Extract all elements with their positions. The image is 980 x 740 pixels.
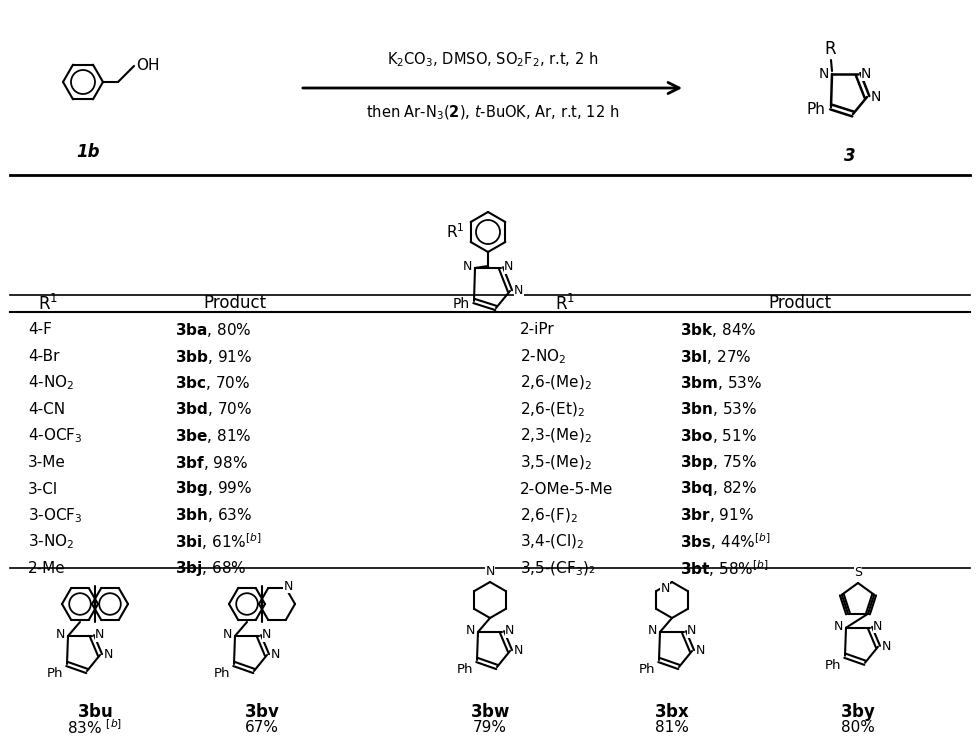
Text: $\mathbf{3bd}$, 70%: $\mathbf{3bd}$, 70% (175, 400, 252, 419)
Text: Ph: Ph (457, 663, 473, 676)
Text: 3: 3 (844, 147, 856, 165)
Text: 2,6-(Me)$_2$: 2,6-(Me)$_2$ (520, 374, 592, 392)
Text: 2-iPr: 2-iPr (520, 323, 555, 337)
Text: 2-NO$_2$: 2-NO$_2$ (520, 347, 566, 366)
Text: N: N (882, 640, 892, 653)
Text: N: N (504, 260, 514, 274)
Text: 3-NO$_2$: 3-NO$_2$ (28, 533, 74, 551)
Text: 2-OMe-5-Me: 2-OMe-5-Me (520, 482, 613, 497)
Text: $\mathbf{3ba}$, 80%: $\mathbf{3ba}$, 80% (175, 321, 252, 339)
Text: 4-Br: 4-Br (28, 349, 60, 364)
Text: 3-Cl: 3-Cl (28, 482, 58, 497)
Text: $\mathbf{3bj}$, 68%: $\mathbf{3bj}$, 68% (175, 559, 247, 578)
Text: $\mathbf{3bx}$: $\mathbf{3bx}$ (654, 703, 690, 721)
Text: 67%: 67% (245, 721, 279, 736)
Text: 3,5-(CF$_3$)₂: 3,5-(CF$_3$)₂ (520, 559, 596, 578)
Text: 2,6-(Et)$_2$: 2,6-(Et)$_2$ (520, 400, 585, 419)
Text: N: N (834, 620, 843, 633)
Text: N: N (104, 648, 114, 662)
Text: $\mathbf{3bw}$: $\mathbf{3bw}$ (469, 703, 511, 721)
Text: 2,3-(Me)$_2$: 2,3-(Me)$_2$ (520, 427, 592, 445)
Text: 80%: 80% (841, 721, 875, 736)
Text: 3,5-(Me)$_2$: 3,5-(Me)$_2$ (520, 454, 592, 471)
Text: R: R (824, 40, 836, 58)
Text: $\mathbf{3bl}$, 27%: $\mathbf{3bl}$, 27% (680, 348, 752, 366)
Text: $\mathbf{3by}$: $\mathbf{3by}$ (840, 701, 876, 723)
Text: 79%: 79% (473, 721, 507, 736)
Text: 2-Me: 2-Me (28, 561, 66, 576)
Text: Ph: Ph (46, 667, 63, 680)
Text: then Ar-N$_3$($\mathbf{2}$), $\it{t}$-BuOK, Ar, r.t, 12 h: then Ar-N$_3$($\mathbf{2}$), $\it{t}$-Bu… (366, 104, 619, 122)
Text: N: N (818, 67, 829, 81)
Text: Ph: Ph (807, 103, 825, 118)
Text: $\mathbf{3bm}$, 53%: $\mathbf{3bm}$, 53% (680, 374, 762, 392)
Text: N: N (222, 628, 232, 642)
Text: 83% $^{[b]}$: 83% $^{[b]}$ (68, 719, 122, 737)
Text: N: N (271, 648, 280, 662)
Text: Ph: Ph (453, 297, 470, 311)
Text: 3-Me: 3-Me (28, 455, 66, 470)
Text: N: N (648, 625, 657, 637)
Text: $\mathbf{3bt}$, 58%$^{[b]}$: $\mathbf{3bt}$, 58%$^{[b]}$ (680, 558, 768, 579)
Text: $\mathbf{3bu}$: $\mathbf{3bu}$ (77, 703, 113, 721)
Text: N: N (514, 645, 523, 658)
Text: R$^1$: R$^1$ (446, 223, 464, 241)
Text: N: N (466, 625, 475, 637)
Text: $\mathbf{3bp}$, 75%: $\mathbf{3bp}$, 75% (680, 453, 758, 472)
Text: N: N (505, 625, 514, 637)
Text: 4-NO$_2$: 4-NO$_2$ (28, 374, 74, 392)
Text: Ph: Ph (214, 667, 230, 680)
Text: K$_2$CO$_3$, DMSO, SO$_2$F$_2$, r.t, 2 h: K$_2$CO$_3$, DMSO, SO$_2$F$_2$, r.t, 2 h (387, 50, 598, 70)
Text: N: N (262, 628, 271, 642)
Text: $\mathbf{3bn}$, 53%: $\mathbf{3bn}$, 53% (680, 400, 758, 419)
Text: R$^1$: R$^1$ (38, 294, 58, 314)
Text: N: N (873, 620, 882, 633)
Text: N: N (687, 625, 697, 637)
Text: 81%: 81% (655, 721, 689, 736)
Text: $\mathbf{3bk}$, 84%: $\mathbf{3bk}$, 84% (680, 321, 757, 339)
Text: R$^1$: R$^1$ (555, 294, 575, 314)
Text: $\mathbf{3br}$, 91%: $\mathbf{3br}$, 91% (680, 506, 754, 525)
Text: N: N (485, 565, 495, 578)
Text: 3-OCF$_3$: 3-OCF$_3$ (28, 506, 82, 525)
Text: $\mathbf{3bf}$, 98%: $\mathbf{3bf}$, 98% (175, 454, 248, 471)
Text: $\mathbf{3bs}$, 44%$^{[b]}$: $\mathbf{3bs}$, 44%$^{[b]}$ (680, 531, 770, 552)
Text: N: N (56, 628, 65, 642)
Text: $\mathbf{3bc}$, 70%: $\mathbf{3bc}$, 70% (175, 374, 251, 392)
Text: N: N (661, 582, 669, 596)
Text: 3,4-(Cl)$_2$: 3,4-(Cl)$_2$ (520, 533, 584, 551)
Text: 4-OCF$_3$: 4-OCF$_3$ (28, 427, 82, 445)
Text: N: N (514, 284, 523, 297)
Text: S: S (854, 566, 862, 579)
Text: $\mathbf{3be}$, 81%: $\mathbf{3be}$, 81% (175, 427, 252, 445)
Text: 4-F: 4-F (28, 323, 52, 337)
Text: $\mathbf{3bb}$, 91%: $\mathbf{3bb}$, 91% (175, 348, 252, 366)
Text: $\mathbf{3bq}$, 82%: $\mathbf{3bq}$, 82% (680, 480, 758, 499)
Text: 4-CN: 4-CN (28, 402, 65, 417)
Text: $\mathbf{3bh}$, 63%: $\mathbf{3bh}$, 63% (175, 506, 252, 525)
Text: N: N (95, 628, 105, 642)
Text: N: N (871, 90, 881, 104)
Text: OH: OH (136, 58, 160, 73)
Text: 1b: 1b (76, 143, 100, 161)
Text: N: N (696, 645, 706, 658)
Text: $\mathbf{3bg}$, 99%: $\mathbf{3bg}$, 99% (175, 480, 252, 499)
Text: N: N (861, 67, 871, 81)
Text: $\mathbf{3bo}$, 51%: $\mathbf{3bo}$, 51% (680, 427, 757, 445)
Text: $\mathbf{3bv}$: $\mathbf{3bv}$ (244, 703, 280, 721)
Text: Ph: Ph (824, 659, 841, 672)
Text: Product: Product (204, 295, 267, 312)
Text: N: N (283, 580, 293, 593)
Text: Product: Product (768, 295, 832, 312)
Text: $\mathbf{3bi}$, 61%$^{[b]}$: $\mathbf{3bi}$, 61%$^{[b]}$ (175, 531, 262, 552)
Text: Ph: Ph (639, 663, 655, 676)
Text: N: N (463, 260, 472, 274)
Text: 2,6-(F)$_2$: 2,6-(F)$_2$ (520, 506, 578, 525)
